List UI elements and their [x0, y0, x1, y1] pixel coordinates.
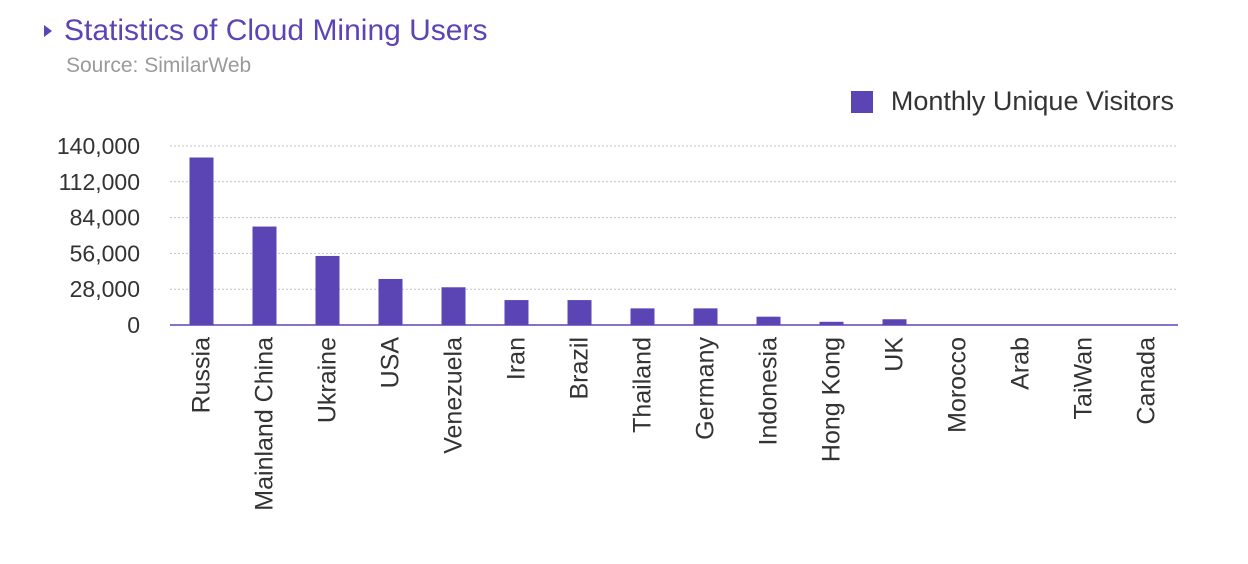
x-tick-label: TaiWan [1070, 337, 1098, 419]
bar [567, 300, 592, 325]
chart-header: Statistics of Cloud Mining Users Source:… [44, 14, 488, 78]
y-tick-label: 0 [127, 312, 140, 338]
x-tick-label: UK [881, 337, 909, 372]
triangle-bullet-icon [44, 25, 52, 37]
bar [252, 226, 277, 325]
bar [315, 255, 340, 325]
x-tick-label: Iran [503, 337, 531, 380]
y-tick-label: 112,000 [59, 169, 140, 195]
x-tick-label: Canada [1133, 337, 1161, 425]
y-tick-label: 28,000 [70, 276, 140, 302]
x-tick-label: Morocco [944, 337, 972, 433]
bar [693, 308, 718, 325]
legend-label: Monthly Unique Visitors [890, 86, 1174, 116]
x-tick-label: Indonesia [755, 337, 783, 446]
x-tick-label: USA [377, 337, 405, 389]
bar [378, 278, 403, 325]
x-tick-label: Venezuela [440, 337, 468, 454]
y-tick-label: 84,000 [70, 205, 140, 231]
bar [882, 319, 907, 325]
x-tick-label: Germany [692, 337, 720, 440]
y-tick-label: 140,000 [57, 133, 140, 159]
legend: Monthly Unique Visitors [850, 86, 1174, 117]
x-tick-label: Mainland China [251, 337, 279, 511]
x-tick-label: Brazil [566, 337, 594, 400]
chart-subtitle: Source: SimilarWeb [66, 54, 252, 77]
bar [504, 300, 529, 325]
bar [819, 321, 844, 325]
bar [630, 308, 655, 325]
x-tick-label: Hong Kong [818, 337, 846, 462]
chart-title: Statistics of Cloud Mining Users [64, 14, 488, 47]
x-tick-label: Arab [1007, 337, 1035, 390]
x-tick-label: Ukraine [314, 337, 342, 423]
x-tick-label: Thailand [629, 337, 657, 433]
bar [756, 316, 781, 325]
y-tick-label: 56,000 [70, 240, 140, 266]
bar [189, 157, 214, 325]
bar [441, 287, 466, 325]
legend-swatch [850, 90, 873, 113]
x-tick-label: Russia [188, 337, 216, 414]
title-row: Statistics of Cloud Mining Users [44, 14, 488, 48]
